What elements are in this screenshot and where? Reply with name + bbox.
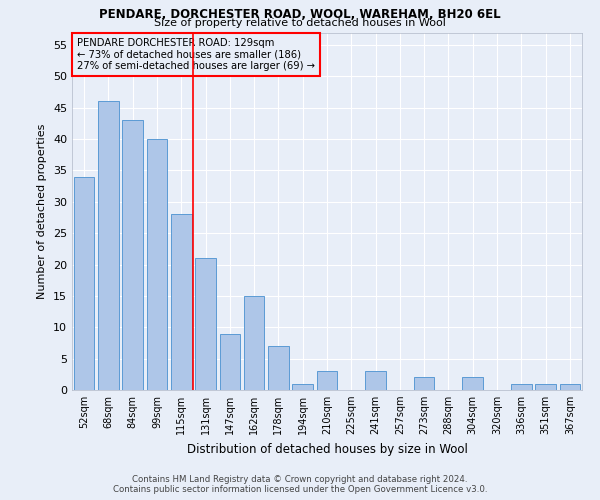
Bar [268,346,289,390]
Bar [122,120,143,390]
Bar [98,102,119,390]
X-axis label: Distribution of detached houses by size in Wool: Distribution of detached houses by size … [187,442,467,456]
Bar [292,384,313,390]
Bar [74,177,94,390]
Bar [146,139,167,390]
Bar [171,214,191,390]
Bar [535,384,556,390]
Bar [195,258,216,390]
Bar [220,334,240,390]
Bar [560,384,580,390]
Bar [511,384,532,390]
Text: Contains HM Land Registry data © Crown copyright and database right 2024.
Contai: Contains HM Land Registry data © Crown c… [113,474,487,494]
Text: Size of property relative to detached houses in Wool: Size of property relative to detached ho… [154,18,446,28]
Bar [365,371,386,390]
Text: PENDARE DORCHESTER ROAD: 129sqm
← 73% of detached houses are smaller (186)
27% o: PENDARE DORCHESTER ROAD: 129sqm ← 73% of… [77,38,315,71]
Bar [463,378,483,390]
Bar [414,378,434,390]
Bar [244,296,265,390]
Bar [317,371,337,390]
Text: PENDARE, DORCHESTER ROAD, WOOL, WAREHAM, BH20 6EL: PENDARE, DORCHESTER ROAD, WOOL, WAREHAM,… [99,8,501,20]
Y-axis label: Number of detached properties: Number of detached properties [37,124,47,299]
